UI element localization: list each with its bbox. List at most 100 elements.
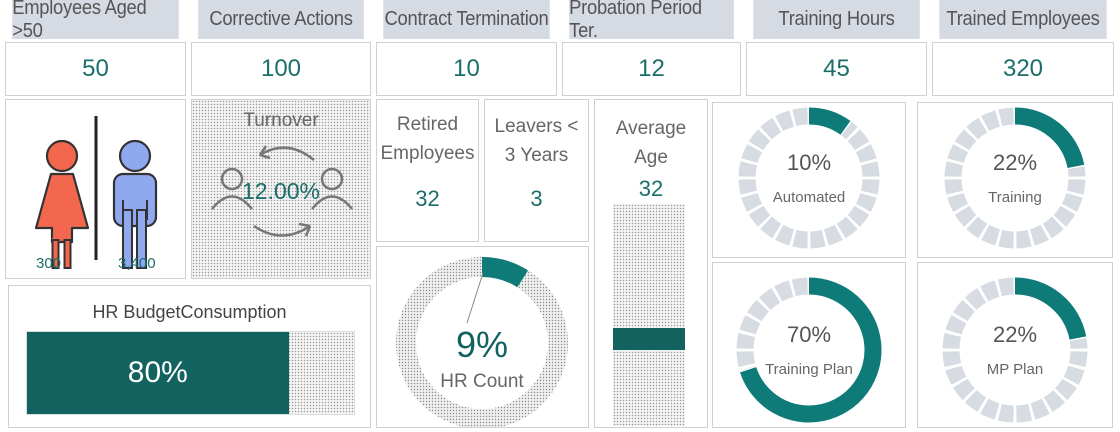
automated-track-segment: [756, 210, 764, 221]
automated-track-segment: [749, 148, 754, 160]
average-age-marker: [613, 328, 685, 350]
kpi-title: Employees Aged >50: [12, 0, 179, 39]
mp-plan-card: 22% MP Plan: [917, 262, 1113, 428]
mp-plan-track-segment: [971, 295, 982, 303]
automated-track-segment: [794, 238, 807, 240]
training-track-segment: [1060, 210, 1068, 221]
kpi-employees-aged-50: Employees Aged >50 50: [5, 0, 186, 96]
kpi-title: Contract Termination: [383, 0, 550, 39]
automated-label: Automated: [773, 189, 846, 206]
mp-plan-percent: 22%: [993, 322, 1037, 347]
automated-track-segment: [766, 125, 777, 133]
kpi-value: 320: [932, 42, 1114, 96]
kpi-trained-employees: Trained Employees 320: [932, 0, 1114, 96]
training-plan-label: Training Plan: [765, 361, 853, 378]
automated-track-segment: [779, 232, 791, 237]
mp-plan-track-segment: [1048, 396, 1059, 404]
automated-value-arc: [809, 116, 845, 128]
automated-track-segment: [826, 232, 838, 237]
training-plan-track-segment: [745, 351, 747, 365]
budget-title: HR BudgetConsumption: [9, 302, 370, 323]
training-track-segment: [1016, 238, 1029, 240]
hr-count-value: 9%: [456, 324, 508, 365]
kpi-value: 12: [562, 42, 741, 96]
kpi-contract-termination: Contract Termination 10: [376, 0, 557, 96]
retired-title-line1: Retired: [377, 110, 478, 139]
training-label: Training: [988, 189, 1042, 206]
mp-plan-track-segment: [1061, 383, 1069, 394]
training-plan-track-segment: [794, 286, 808, 288]
training-track-segment: [1075, 179, 1077, 192]
average-age-value: 32: [595, 176, 707, 202]
male-icon: [114, 141, 156, 268]
training-card: 22%Training: [917, 102, 1113, 258]
mp-plan-track-segment: [1000, 286, 1014, 288]
hr-count-chart: 9% HR Count: [377, 247, 588, 427]
kpi-title: Corrective Actions: [198, 0, 364, 39]
training-plan-track-segment: [754, 306, 762, 317]
training-plan-card: 70%Training Plan: [712, 262, 906, 428]
training-track-segment: [955, 195, 960, 207]
automated-track-segment: [756, 135, 764, 146]
automated-donut: 10%Automated: [713, 103, 905, 257]
automated-track-segment: [863, 148, 868, 160]
kpi-value: 10: [376, 42, 557, 96]
training-track-segment: [972, 223, 983, 231]
mp-plan-track-segment: [960, 383, 968, 394]
training-plan-track-segment: [748, 319, 753, 332]
leavers-title: Leavers < 3 Years: [485, 112, 588, 170]
leavers-title-line2: 3 Years: [485, 141, 588, 170]
hr-count-leader: [467, 273, 483, 323]
mp-plan-track-segment: [951, 351, 953, 365]
training-plan-track-segment: [778, 289, 791, 294]
retired-value: 32: [377, 186, 478, 212]
automated-track-segment: [869, 179, 871, 192]
kpi-value: 45: [746, 42, 927, 96]
mp-plan-track-segment: [984, 406, 997, 411]
automated-track-segment: [747, 179, 749, 192]
automated-card: 10%Automated: [712, 102, 906, 258]
kpi-title: Training Hours: [753, 0, 920, 39]
mp-plan-label: MP Plan: [987, 361, 1043, 378]
automated-track-segment: [854, 135, 862, 146]
automated-track-segment: [863, 195, 868, 207]
hr-count-title: HR Count: [440, 371, 524, 392]
kpi-corrective-actions: Corrective Actions 100: [191, 0, 371, 96]
automated-track-segment: [847, 129, 852, 134]
budget-track: 80%: [26, 331, 355, 415]
mp-plan-track-segment: [1033, 406, 1046, 411]
gender-figures: [6, 100, 185, 278]
training-plan-donut: 70%Training Plan: [713, 263, 905, 427]
hr-budget-card: HR BudgetConsumption 80%: [8, 285, 371, 428]
training-track-segment: [953, 163, 955, 176]
automated-track-segment: [854, 210, 862, 221]
mp-plan-track-segment: [951, 335, 953, 349]
training-plan-track-segment: [745, 335, 747, 349]
kpi-title: Probation Period Ter.: [569, 0, 734, 39]
leavers-title-line1: Leavers <: [485, 112, 588, 141]
training-plan-track-segment: [765, 295, 776, 303]
training-track-segment: [962, 210, 970, 221]
kpi-probation-period: Probation Period Ter. 12: [562, 0, 741, 96]
male-count: 3,400: [118, 255, 156, 272]
gender-card: 300 3,400: [5, 99, 186, 279]
training-track-segment: [1047, 223, 1058, 231]
training-track-segment: [1069, 195, 1074, 207]
training-track-segment: [1032, 232, 1044, 237]
automated-track-segment: [779, 118, 791, 123]
training-track-segment: [985, 232, 997, 237]
female-count: 300: [36, 255, 61, 272]
mp-plan-track-segment: [1078, 339, 1079, 348]
mp-plan-track-segment: [1016, 412, 1030, 414]
kpi-value: 50: [5, 42, 186, 96]
training-donut: 22%Training: [918, 103, 1112, 257]
average-age-title-line1: Average: [595, 114, 707, 143]
mp-plan-track-segment: [971, 396, 982, 404]
average-age-bar: [613, 204, 685, 426]
mp-plan-track-segment: [984, 289, 997, 294]
training-track-segment: [985, 118, 997, 123]
automated-track-segment: [794, 116, 807, 118]
average-age-title-line2: Age: [595, 143, 707, 172]
mp-plan-track-segment: [1077, 351, 1079, 365]
kpi-title: Trained Employees: [939, 0, 1106, 39]
